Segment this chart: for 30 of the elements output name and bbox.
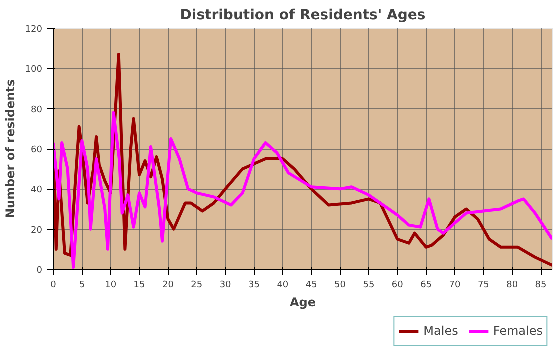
- x-axis-title: Age: [290, 296, 316, 310]
- x-tick-label: 30: [220, 280, 232, 290]
- y-tick-label: 100: [25, 65, 43, 76]
- x-tick-label: 40: [277, 280, 289, 290]
- x-tick-label: 55: [363, 280, 375, 290]
- y-tick-label: 0: [36, 266, 43, 276]
- x-tick-label: 15: [134, 280, 146, 290]
- x-tick-label: 50: [334, 280, 346, 290]
- y-tick-label: 120: [25, 25, 43, 35]
- x-tick-label: 60: [392, 280, 404, 290]
- y-tick-label: 40: [31, 186, 43, 196]
- x-tick-label: 70: [449, 280, 461, 290]
- x-tick-label: 85: [535, 280, 547, 290]
- x-tick-label: 10: [105, 280, 117, 290]
- x-tick-label: 80: [506, 280, 518, 290]
- x-tick-label: 25: [191, 280, 203, 290]
- chart-title: Distribution of Residents' Ages: [180, 8, 426, 24]
- y-axis-title: Number of residents: [3, 79, 18, 219]
- x-tick-label: 75: [478, 280, 490, 290]
- y-tick-label: 20: [31, 226, 43, 236]
- x-tick-label: 45: [306, 280, 318, 290]
- y-tick-label: 60: [31, 146, 43, 156]
- x-tick-label: 5: [79, 280, 86, 290]
- legend-label: Females: [493, 324, 543, 338]
- x-tick-label: 35: [248, 280, 260, 290]
- y-tick-label: 80: [31, 105, 43, 116]
- legend-label: Males: [424, 324, 458, 338]
- x-tick-label: 20: [162, 280, 174, 290]
- x-tick-label: 0: [50, 280, 57, 290]
- x-tick-label: 65: [420, 280, 432, 290]
